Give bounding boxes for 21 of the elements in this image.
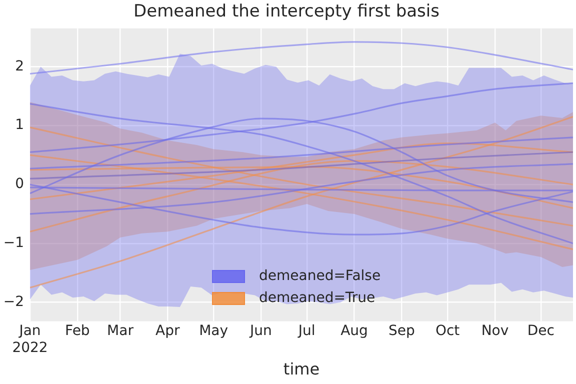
y-tick-label: 0 bbox=[15, 176, 24, 192]
x-tick-label: Sep bbox=[388, 323, 415, 340]
x-tick-label: Mar bbox=[107, 323, 134, 340]
x-tick-label: Oct bbox=[435, 323, 460, 340]
x-tick-label: Jul bbox=[297, 323, 316, 340]
x-tick-label: Apr bbox=[156, 323, 180, 340]
x-tick-label: Jan 2022 bbox=[12, 323, 48, 356]
y-tick-label: −1 bbox=[3, 235, 24, 252]
x-tick-label: Nov bbox=[481, 323, 509, 340]
y-tick-label: −2 bbox=[3, 294, 24, 310]
x-tick-label: Feb bbox=[65, 323, 90, 340]
chart-title: Demeaned the intercepty first basis bbox=[134, 2, 440, 22]
x-axis-title: time bbox=[283, 360, 320, 379]
y-tick-label: 1 bbox=[15, 117, 24, 134]
legend-label: demeaned=False bbox=[259, 267, 381, 286]
x-tick-label: Aug bbox=[340, 323, 368, 340]
x-tick-label: May bbox=[199, 323, 228, 340]
legend-label: demeaned=True bbox=[259, 289, 376, 308]
y-tick-label: 2 bbox=[15, 58, 24, 74]
x-tick-label: Jun bbox=[249, 323, 272, 340]
x-tick-label: Dec bbox=[527, 323, 554, 340]
